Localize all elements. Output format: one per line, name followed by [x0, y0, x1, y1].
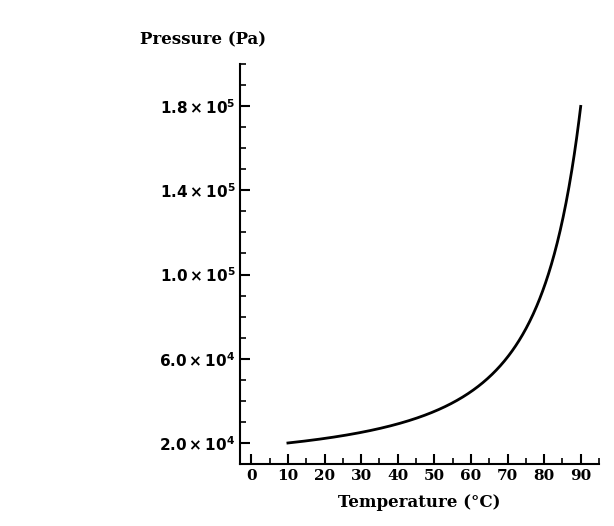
X-axis label: Temperature (°C): Temperature (°C)	[338, 494, 501, 511]
Text: Pressure (Pa): Pressure (Pa)	[140, 31, 266, 48]
